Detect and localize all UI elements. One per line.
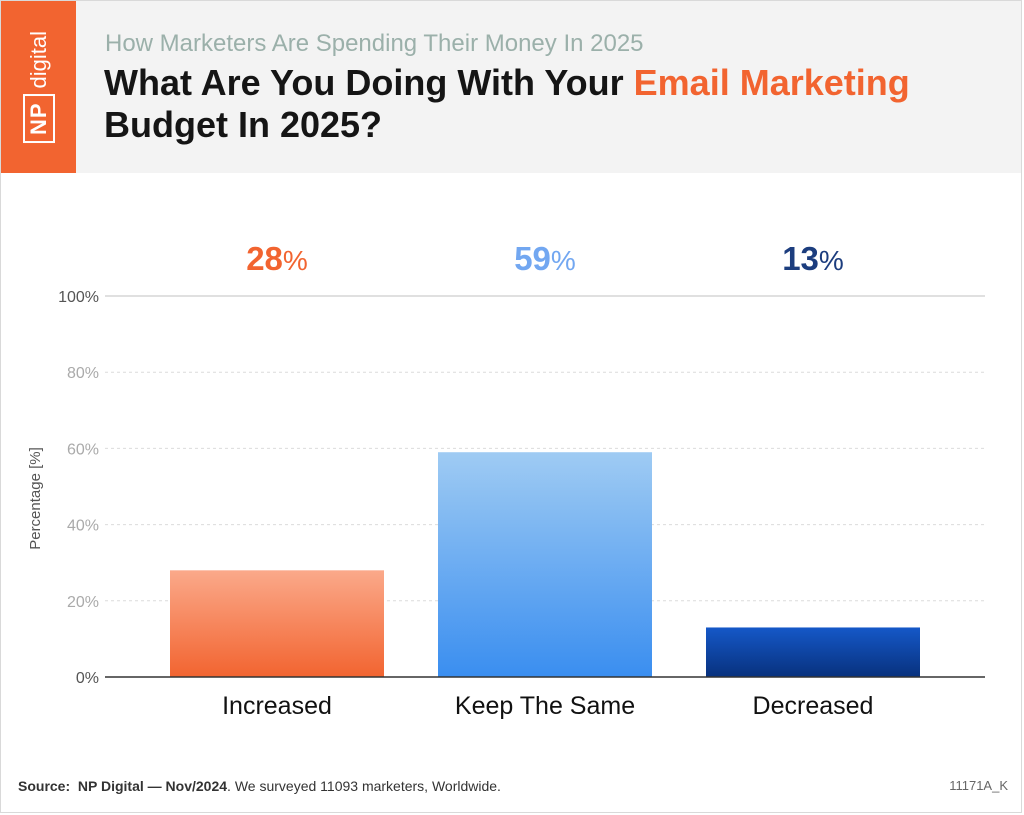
y-tick-label: 40%: [67, 518, 99, 535]
title-part-2: Budget In 2025?: [104, 104, 383, 145]
title-part-1: What Are You Doing With Your: [104, 62, 634, 103]
y-tick-label: 20%: [67, 594, 99, 611]
y-tick-label: 0%: [76, 670, 99, 687]
x-category-label: Increased: [222, 692, 332, 720]
data-label: 28%: [246, 240, 308, 277]
bar-increased: [170, 570, 384, 677]
x-category-label: Keep The Same: [455, 692, 635, 720]
data-label: 59%: [514, 240, 576, 277]
data-label: 13%: [782, 240, 844, 277]
np-digital-logo: NP digital: [1, 1, 76, 173]
chart-subtitle: How Marketers Are Spending Their Money I…: [105, 30, 644, 57]
chart-code: 11171A_K: [949, 778, 1008, 793]
chart-title: What Are You Doing With Your Email Marke…: [104, 62, 1004, 146]
header-band: [1, 1, 1021, 173]
y-tick-label: 100%: [58, 289, 99, 306]
y-axis-label: Percentage [%]: [27, 447, 44, 550]
source-label: Source:: [18, 778, 71, 794]
bar-keep-the-same: [438, 452, 652, 677]
y-tick-label: 80%: [67, 365, 99, 382]
title-accent: Email Marketing: [633, 62, 910, 103]
source-org: NP Digital — Nov/2024: [77, 778, 228, 794]
y-tick-label: 60%: [67, 441, 99, 458]
bar-decreased: [706, 627, 920, 677]
source-note: Source: NP Digital — Nov/2024. We survey…: [18, 778, 501, 794]
x-category-label: Decreased: [753, 692, 874, 720]
source-text: . We surveyed 11093 marketers, Worldwide…: [227, 778, 501, 794]
